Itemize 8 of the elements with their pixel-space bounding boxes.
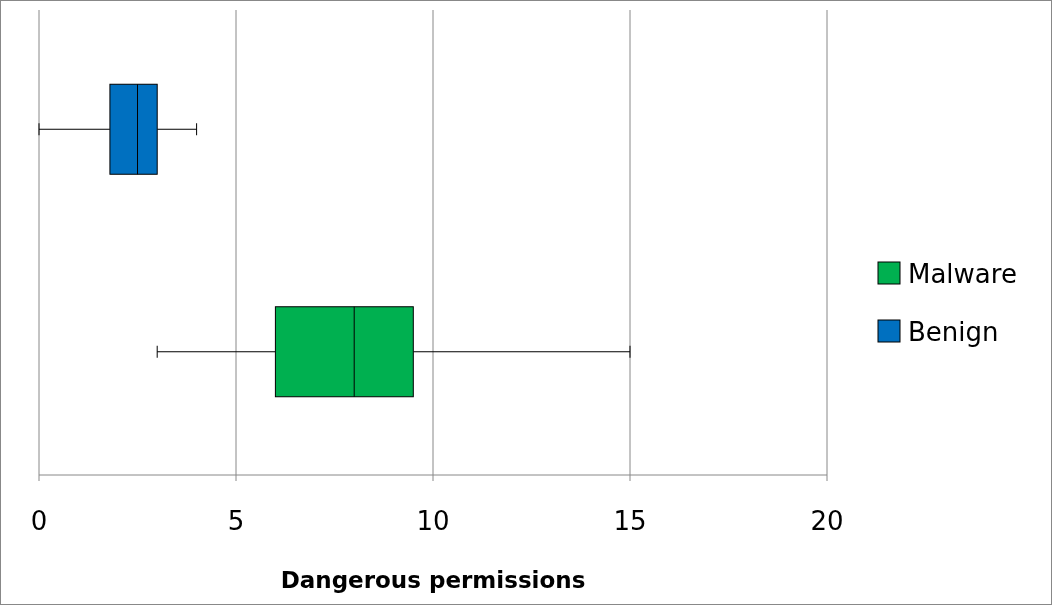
x-tick-label: 15 (613, 506, 647, 536)
x-tick-label: 5 (227, 506, 245, 536)
legend-label: Malware (908, 259, 1017, 289)
x-tick-label: 10 (416, 506, 450, 536)
x-tick-label: 0 (30, 506, 48, 536)
x-tick-label: 20 (810, 506, 844, 536)
legend-label: Benign (908, 317, 999, 347)
x-axis-title: Dangerous permissions (280, 567, 586, 593)
